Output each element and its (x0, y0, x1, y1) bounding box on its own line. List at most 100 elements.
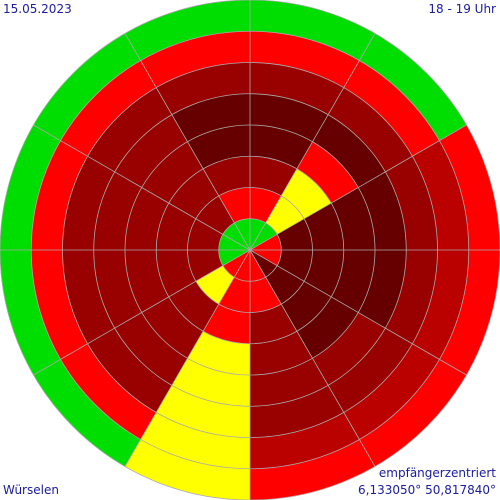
sector-cell (171, 358, 250, 407)
sector-cell (250, 62, 344, 115)
sector-cell (93, 250, 142, 329)
grid-spoke (249, 124, 467, 251)
sector-cell (222, 222, 250, 250)
sector-cell (114, 312, 188, 386)
sector-cell (250, 218, 266, 250)
sector-cell (171, 93, 250, 142)
sector-cell (304, 250, 344, 297)
sector-cell (250, 412, 360, 469)
sector-cell (281, 281, 332, 332)
sector-cell (328, 328, 413, 413)
sector-cell (250, 93, 329, 142)
sector-cell (218, 234, 250, 250)
sector-cell (331, 187, 375, 250)
sector-cell (250, 156, 297, 196)
sector-cell (343, 60, 440, 157)
sector-cell (385, 156, 438, 250)
date-label: 15.05.2023 (3, 2, 72, 16)
sector-cell (277, 250, 313, 282)
sector-cell (250, 385, 344, 438)
sector-cell (218, 277, 250, 313)
sector-cell (33, 359, 141, 467)
sector-cell (281, 168, 332, 219)
sector-cell (60, 343, 157, 440)
time-label: 18 - 19 Uhr (428, 2, 496, 16)
sector-cell (168, 168, 219, 219)
grid-spoke (249, 249, 376, 467)
sector-cell (265, 265, 305, 305)
sector-cell (296, 296, 359, 359)
sector-cell (218, 250, 250, 266)
sector-cell (359, 359, 467, 467)
sector-cell (187, 218, 223, 250)
sector-cell (234, 218, 250, 250)
sector-cell (439, 250, 500, 375)
sector-cell (156, 250, 196, 297)
sector-cell (250, 250, 282, 266)
grid-spoke (249, 33, 376, 251)
sector-cell (312, 312, 386, 386)
sector-cell (222, 250, 250, 278)
sector-cell (234, 250, 250, 282)
sector-cell (125, 439, 250, 500)
sector-cell (31, 250, 88, 360)
sector-cell (141, 296, 204, 359)
sector-cell (328, 87, 413, 172)
sector-cell (114, 114, 188, 188)
sector-cell (0, 125, 61, 250)
sector-cell (87, 87, 172, 172)
sector-cell (331, 250, 375, 313)
sector-cell (31, 140, 88, 250)
sector-cell (60, 60, 157, 157)
sector-cell (93, 171, 142, 250)
sector-cell (385, 250, 438, 344)
sector-cell (33, 33, 141, 141)
sector-cell (304, 203, 344, 250)
sector-cell (250, 250, 266, 282)
sector-cell (140, 412, 250, 469)
sector-cell (195, 265, 235, 305)
sector-cell (187, 331, 250, 375)
sector-cell (141, 141, 204, 204)
sector-cell (250, 277, 282, 313)
sector-cell (187, 250, 223, 282)
coords-label: 6,133050° 50,817840° (358, 483, 496, 497)
sector-cell (187, 125, 250, 169)
sector-cell (156, 385, 250, 438)
sector-cell (412, 140, 469, 250)
sector-cell (62, 156, 115, 250)
sector-cell (125, 0, 250, 61)
sector-cell (358, 171, 407, 250)
sector-cell (250, 222, 278, 250)
sector-cell (250, 250, 278, 278)
sector-cell (250, 304, 297, 344)
grid-spoke (33, 124, 251, 251)
sector-cell (412, 250, 469, 360)
sector-cell (439, 125, 500, 250)
sector-cell (125, 187, 169, 250)
sector-cell (250, 0, 375, 61)
sector-cell (296, 141, 359, 204)
grid-spoke (33, 249, 251, 376)
mode-label: empfängerzentriert (378, 466, 496, 480)
sector-cell (0, 250, 61, 375)
sector-cell (359, 33, 467, 141)
sector-cell (312, 114, 386, 188)
location-label: Würselen (3, 483, 59, 497)
sector-cell (250, 187, 282, 223)
sector-cell (358, 250, 407, 329)
sector-cell (277, 218, 313, 250)
sector-cell (218, 187, 250, 223)
grid-spoke (249, 249, 467, 376)
sector-cell (250, 439, 375, 500)
sector-cell (203, 156, 250, 196)
sector-cell (168, 281, 219, 332)
sector-cell (62, 250, 115, 344)
sector-cell (265, 195, 305, 235)
sector-cell (250, 358, 329, 407)
sector-cell (250, 125, 313, 169)
grid-spoke (124, 249, 251, 467)
sector-cell (343, 343, 440, 440)
sector-cell (195, 195, 235, 235)
